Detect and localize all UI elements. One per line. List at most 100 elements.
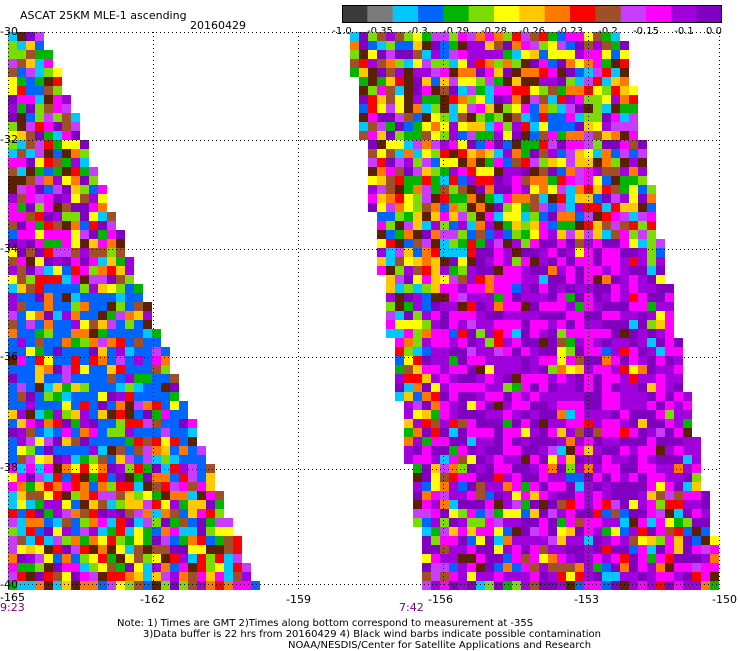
swath-cell <box>512 221 521 230</box>
swath-cell <box>8 185 17 194</box>
swath-cell <box>53 545 62 554</box>
swath-cell <box>413 194 422 203</box>
swath-cell <box>620 383 629 392</box>
swath-cell <box>611 140 620 149</box>
swath-cell <box>611 113 620 122</box>
swath-cell <box>422 374 431 383</box>
swath-cell <box>593 392 602 401</box>
swath-cell <box>62 545 71 554</box>
swath-cell <box>17 446 26 455</box>
swath-cell <box>179 527 188 536</box>
swath-cell <box>98 581 107 590</box>
swath-cell <box>431 194 440 203</box>
swath-cell <box>89 455 98 464</box>
swath-cell <box>458 437 467 446</box>
swath-cell <box>494 365 503 374</box>
swath-cell <box>656 266 665 275</box>
swath-cell <box>467 338 476 347</box>
swath-cell <box>566 221 575 230</box>
swath-cell <box>575 293 584 302</box>
swath-cell <box>521 347 530 356</box>
swath-cell <box>503 32 512 41</box>
swath-cell <box>494 140 503 149</box>
swath-cell <box>404 113 413 122</box>
swath-cell <box>152 500 161 509</box>
swath-cell <box>485 113 494 122</box>
swath-cell <box>26 491 35 500</box>
swath-cell <box>602 149 611 158</box>
swath-cell <box>548 536 557 545</box>
swath-cell <box>521 86 530 95</box>
swath-cell <box>8 473 17 482</box>
swath-cell <box>125 338 134 347</box>
swath-cell <box>485 167 494 176</box>
swath-cell <box>548 527 557 536</box>
swath-cell <box>377 212 386 221</box>
swath-cell <box>548 158 557 167</box>
swath-cell <box>89 257 98 266</box>
swath-cell <box>35 221 44 230</box>
swath-cell <box>647 194 656 203</box>
swath-cell <box>359 86 368 95</box>
swath-cell <box>98 248 107 257</box>
swath-cell <box>602 50 611 59</box>
swath-cell <box>458 275 467 284</box>
swath-cell <box>575 347 584 356</box>
swath-cell <box>161 374 170 383</box>
swath-cell <box>80 545 89 554</box>
swath-cell <box>377 230 386 239</box>
swath-cell <box>431 257 440 266</box>
swath-cell <box>620 320 629 329</box>
swath-cell <box>593 86 602 95</box>
swath-cell <box>35 482 44 491</box>
swath-cell <box>620 158 629 167</box>
swath-cell <box>467 104 476 113</box>
swath-cell <box>395 311 404 320</box>
swath-cell <box>575 500 584 509</box>
swath-cell <box>377 50 386 59</box>
swath-cell <box>107 401 116 410</box>
swath-cell <box>485 86 494 95</box>
swath-cell <box>44 473 53 482</box>
swath-cell <box>431 473 440 482</box>
swath-cell <box>557 320 566 329</box>
swath-cell <box>404 248 413 257</box>
swath-cell <box>530 194 539 203</box>
colorbar-segment <box>418 5 444 23</box>
swath-cell <box>458 203 467 212</box>
swath-cell <box>44 311 53 320</box>
swath-cell <box>170 410 179 419</box>
swath-cell <box>440 230 449 239</box>
swath-cell <box>431 437 440 446</box>
swath-cell <box>413 509 422 518</box>
swath-cell <box>521 104 530 113</box>
swath-cell <box>647 491 656 500</box>
swath-cell <box>449 455 458 464</box>
swath-cell <box>530 374 539 383</box>
swath-cell <box>53 419 62 428</box>
swath-cell <box>530 518 539 527</box>
swath-cell <box>548 113 557 122</box>
swath-cell <box>692 455 701 464</box>
swath-cell <box>476 167 485 176</box>
swath-cell <box>134 284 143 293</box>
swath-cell <box>62 122 71 131</box>
swath-cell <box>521 410 530 419</box>
swath-cell <box>530 77 539 86</box>
swath-cell <box>620 284 629 293</box>
swath-cell <box>467 95 476 104</box>
swath-cell <box>44 50 53 59</box>
swath-cell <box>467 545 476 554</box>
swath-cell <box>35 266 44 275</box>
swath-cell <box>440 392 449 401</box>
swath-cell <box>494 347 503 356</box>
swath-cell <box>665 320 674 329</box>
swath-cell <box>629 320 638 329</box>
swath-cell <box>17 365 26 374</box>
swath-cell <box>539 482 548 491</box>
swath-cell <box>422 509 431 518</box>
swath-cell <box>557 59 566 68</box>
swath-cell <box>8 338 17 347</box>
swath-cell <box>503 86 512 95</box>
swath-cell <box>116 446 125 455</box>
